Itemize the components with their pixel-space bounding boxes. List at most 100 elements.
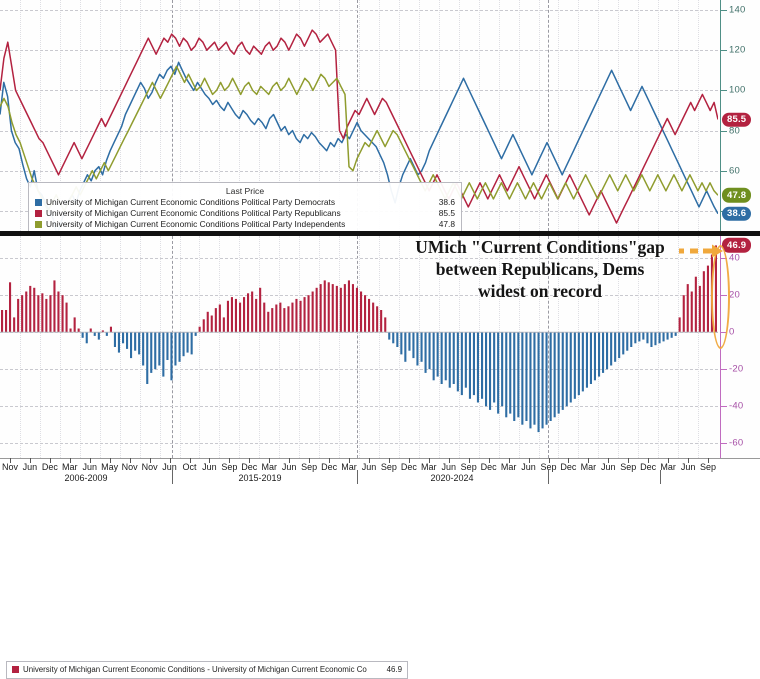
x-axis-tick-label: Sep [380, 462, 397, 472]
gridline-horizontal [0, 50, 718, 52]
x-axis-tick-label: Mar [421, 462, 437, 472]
last-price-badge: 38.6 [722, 206, 752, 221]
bar [315, 287, 318, 333]
gridline-vertical [419, 0, 420, 231]
top-legend-title: Last Price [225, 186, 265, 196]
bar [626, 332, 629, 351]
gridline-vertical [698, 236, 699, 458]
bar [101, 330, 104, 333]
gridline-vertical [120, 236, 121, 458]
bar [134, 332, 137, 351]
x-axis-tick [289, 458, 291, 463]
bar [25, 291, 28, 333]
bar [331, 284, 334, 333]
bar [97, 332, 100, 340]
gridline-vertical [658, 0, 659, 231]
bar [622, 332, 625, 355]
bar [275, 304, 278, 333]
bar [21, 295, 24, 333]
bar [493, 332, 496, 403]
bar [214, 308, 217, 333]
bar [73, 317, 76, 333]
x-axis-tick [169, 458, 171, 463]
annotation-line-3: widest on record [477, 281, 603, 301]
x-axis-tick [508, 458, 510, 463]
annotation-highlight-ellipse [711, 245, 730, 349]
bar [347, 280, 350, 333]
x-axis-tick [708, 458, 709, 463]
gridline-vertical [239, 0, 240, 231]
gridline-horizontal [0, 130, 718, 132]
bar [606, 332, 609, 370]
gridline-vertical [219, 236, 220, 458]
bar [182, 332, 185, 357]
gridline-vertical-major [548, 0, 549, 231]
bar [9, 282, 12, 333]
bar [117, 332, 120, 353]
x-axis-group-separator [172, 470, 173, 484]
bar [489, 332, 492, 410]
bar [521, 332, 524, 425]
bar [230, 297, 233, 333]
top-right-axis: 40608010012014085.547.838.6 [718, 0, 760, 231]
x-axis-tick-label: Mar [500, 462, 517, 472]
bottom-bar-series [0, 245, 718, 433]
bar [105, 332, 108, 336]
x-axis-tick-label: Sep [620, 462, 637, 472]
bar [569, 332, 572, 403]
x-axis-tick-label: Jun [281, 462, 297, 472]
gridline-vertical [539, 0, 540, 231]
gridline-vertical [399, 236, 400, 458]
x-axis-tick-label: Mar [261, 462, 278, 472]
bar [307, 295, 310, 333]
line-series [0, 61, 718, 231]
bar [702, 271, 705, 333]
x-axis-tick [269, 458, 271, 463]
bar [400, 332, 403, 355]
bar [283, 308, 286, 333]
x-axis-tick [309, 458, 311, 463]
bar [355, 287, 358, 333]
x-axis-tick-label: May [101, 462, 119, 472]
gridline-vertical [319, 236, 320, 458]
bar [287, 306, 290, 333]
legend-series-label: University of Michigan Current Economic … [46, 197, 336, 207]
bar [541, 332, 544, 429]
bar [65, 302, 68, 333]
axis-tick [720, 406, 727, 408]
bar [335, 285, 338, 333]
axis-tick-label: -60 [729, 437, 744, 449]
bar [194, 332, 197, 336]
bar [630, 332, 633, 347]
bar [295, 298, 298, 333]
bar [206, 311, 209, 333]
gridline-vertical [678, 0, 679, 231]
gridline-horizontal [0, 258, 718, 260]
bar [259, 287, 262, 333]
bar [351, 284, 354, 333]
bar [319, 284, 322, 333]
gridline-vertical [359, 0, 360, 231]
bar [573, 332, 576, 399]
bar [593, 332, 596, 381]
legend-color-swatch [12, 666, 19, 673]
bar [464, 332, 467, 388]
gridline-vertical [120, 0, 121, 231]
axis-tick [720, 443, 727, 445]
bar [412, 332, 415, 359]
gridline-vertical [80, 0, 81, 231]
bar [198, 326, 201, 333]
bar [598, 332, 601, 377]
bar [694, 276, 697, 333]
bar [61, 295, 64, 333]
axis-tick-label: 40 [729, 252, 740, 264]
bar [376, 306, 379, 333]
bar [81, 332, 84, 338]
bar [247, 293, 250, 333]
bar [581, 332, 584, 392]
legend-series-value: 85.5 [438, 208, 455, 218]
x-axis-tick [468, 458, 470, 463]
bottom-legend: University of Michigan Current Economic … [6, 661, 408, 679]
x-axis-tick [388, 458, 390, 463]
x-axis-tick [688, 458, 690, 463]
